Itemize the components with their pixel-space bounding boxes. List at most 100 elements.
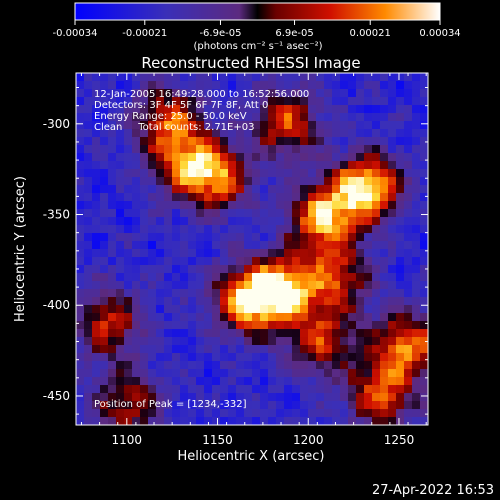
heatmap-cell (92, 105, 101, 114)
heatmap-cell (420, 249, 429, 258)
heatmap-cell (252, 217, 261, 226)
heatmap-cell (220, 233, 229, 242)
heatmap-cell (276, 185, 285, 194)
heatmap-cell (140, 81, 149, 90)
heatmap-cell (260, 105, 269, 114)
heatmap-cell (204, 393, 213, 402)
heatmap-cell (140, 113, 149, 122)
heatmap-cell (92, 201, 101, 210)
heatmap-cell (116, 73, 125, 82)
heatmap-cell (124, 417, 133, 426)
heatmap-cell (188, 185, 197, 194)
heatmap-cell (276, 177, 285, 186)
heatmap-cell (308, 329, 317, 338)
heatmap-cell (196, 377, 205, 386)
heatmap-cell (244, 113, 253, 122)
heatmap-cell (316, 313, 325, 322)
heatmap-cell (116, 337, 125, 346)
heatmap-cell (316, 233, 325, 242)
heatmap-cell (132, 313, 141, 322)
heatmap-cell (164, 177, 173, 186)
heatmap-cell (116, 393, 125, 402)
heatmap-cell (292, 137, 301, 146)
heatmap-cell (172, 409, 181, 418)
heatmap-cell (412, 257, 421, 266)
heatmap-cell (172, 393, 181, 402)
heatmap-cell (180, 417, 189, 426)
heatmap-cell (132, 353, 141, 362)
heatmap-cell (372, 81, 381, 90)
heatmap-cell (156, 369, 165, 378)
heatmap-cell (92, 249, 101, 258)
heatmap-cell (292, 297, 301, 306)
heatmap-cell (364, 265, 373, 274)
heatmap-cell (292, 113, 301, 122)
heatmap-cell (228, 153, 237, 162)
heatmap-cell (108, 305, 117, 314)
heatmap-cell (116, 137, 125, 146)
heatmap-cell (116, 153, 125, 162)
heatmap-cell (204, 241, 213, 250)
heatmap-cell (156, 73, 165, 82)
heatmap-cell (380, 369, 389, 378)
heatmap-cell (92, 153, 101, 162)
heatmap-cell (132, 105, 141, 114)
heatmap-cell (188, 209, 197, 218)
heatmap-cell (164, 225, 173, 234)
heatmap-cell (132, 305, 141, 314)
heatmap-cell (332, 233, 341, 242)
heatmap-cell (316, 161, 325, 170)
heatmap-cell (412, 201, 421, 210)
heatmap-cell (260, 265, 269, 274)
heatmap-cell (268, 369, 277, 378)
heatmap-cell (276, 409, 285, 418)
heatmap-cell (388, 73, 397, 82)
heatmap-cell (260, 73, 269, 82)
heatmap-cell (148, 153, 157, 162)
heatmap-cell (196, 249, 205, 258)
heatmap-cell (228, 417, 237, 426)
heatmap-cell (156, 361, 165, 370)
heatmap-cell (348, 233, 357, 242)
heatmap-cell (188, 417, 197, 426)
heatmap-cell (388, 249, 397, 258)
heatmap-cell (116, 241, 125, 250)
heatmap-cell (268, 305, 277, 314)
heatmap-cell (84, 113, 93, 122)
heatmap-cell (92, 417, 101, 426)
heatmap-cell (356, 129, 365, 138)
heatmap-cell (268, 273, 277, 282)
heatmap-cell (268, 217, 277, 226)
heatmap-cell (212, 169, 221, 178)
heatmap-cell (340, 377, 349, 386)
heatmap-cell (404, 193, 413, 202)
heatmap-cell (340, 273, 349, 282)
heatmap-cell (380, 153, 389, 162)
heatmap-cell (100, 81, 109, 90)
heatmap-cell (308, 185, 317, 194)
heatmap-cell (276, 273, 285, 282)
heatmap-cell (92, 193, 101, 202)
heatmap-cell (412, 217, 421, 226)
heatmap-cell (124, 289, 133, 298)
heatmap-cell (124, 121, 133, 130)
heatmap-cell (228, 329, 237, 338)
heatmap-cell (228, 137, 237, 146)
heatmap-cell (204, 153, 213, 162)
heatmap-cell (308, 417, 317, 426)
heatmap-cell (340, 161, 349, 170)
heatmap-cell (396, 177, 405, 186)
heatmap-cell (396, 393, 405, 402)
heatmap-cell (420, 321, 429, 330)
heatmap-cell (212, 73, 221, 82)
heatmap-cell (148, 201, 157, 210)
heatmap-cell (268, 153, 277, 162)
heatmap-cell (108, 281, 117, 290)
heatmap-cell (204, 289, 213, 298)
heatmap-cell (172, 193, 181, 202)
heatmap-cell (140, 345, 149, 354)
heatmap-cell (284, 121, 293, 130)
heatmap-cell (364, 161, 373, 170)
heatmap-cell (356, 201, 365, 210)
heatmap-cell (164, 385, 173, 394)
